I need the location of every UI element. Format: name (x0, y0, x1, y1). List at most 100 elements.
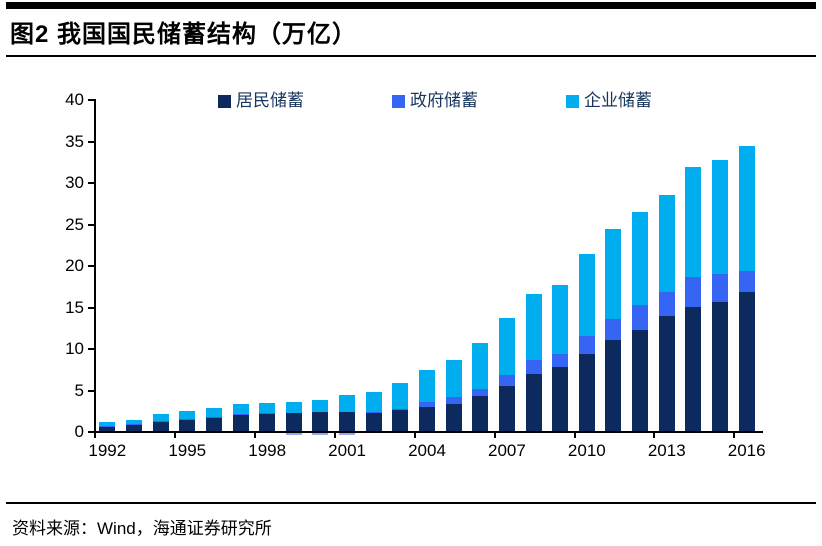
y-tick (88, 99, 94, 101)
bar-segment-resident (605, 339, 622, 431)
legend-label: 企业储蓄 (584, 91, 652, 110)
top-rule (6, 2, 816, 9)
bar-segment-resident (419, 406, 435, 431)
bar-segment-enterprise (632, 211, 649, 305)
bar-segment-government-negative (285, 433, 302, 436)
legend-item-enterprise: 企业储蓄 (566, 92, 652, 110)
bar-segment-enterprise (552, 284, 569, 354)
bar-segment-government (472, 388, 489, 397)
bar-segment-resident (179, 420, 196, 431)
y-tick (88, 265, 94, 267)
x-tick (573, 433, 576, 438)
bar-segment-enterprise (738, 146, 755, 271)
bar-segment-government (605, 318, 622, 340)
y-axis-label: 35 (65, 131, 84, 151)
bar-segment-resident (738, 292, 755, 431)
bar-segment-enterprise (365, 391, 382, 412)
y-axis-label: 10 (65, 339, 84, 358)
figure-title: 图2 我国国民储蓄结构（万亿） (10, 21, 358, 48)
x-tick (333, 433, 336, 438)
bar-segment-enterprise (232, 404, 249, 415)
y-axis-label: 5 (74, 380, 84, 400)
x-axis-line (94, 431, 763, 433)
x-tick (173, 433, 176, 438)
x-axis-label: 1992 (88, 441, 127, 460)
x-tick (253, 433, 256, 438)
bar-segment-government (365, 411, 382, 413)
bar-segment-enterprise (419, 369, 435, 403)
bar-segment-resident (552, 367, 569, 431)
y-axis-label: 30 (65, 173, 84, 192)
government-legend-swatch-icon (392, 94, 405, 108)
bar-segment-enterprise (285, 402, 302, 413)
source-text: 资料来源：Wind，海通证券研究所 (12, 519, 272, 538)
y-axis-label: 20 (65, 256, 84, 275)
bar-segment-enterprise (525, 294, 542, 361)
legend-item-resident: 居民储蓄 (218, 92, 304, 110)
bar-segment-resident (658, 316, 675, 431)
bar-segment-enterprise (712, 160, 729, 275)
x-axis-label: 2013 (647, 441, 686, 460)
bar-segment-enterprise (152, 413, 169, 422)
x-axis-label: 2016 (727, 441, 766, 460)
bar-segment-resident (312, 411, 329, 431)
bar-segment-government (578, 336, 595, 354)
x-axis-label: 2007 (487, 441, 526, 460)
bar-segment-resident (445, 403, 462, 431)
bar-segment-enterprise (392, 382, 409, 409)
y-tick (88, 348, 94, 350)
bar-segment-enterprise (312, 400, 329, 412)
bar-segment-resident (339, 411, 356, 431)
header-divider (6, 55, 816, 57)
bar-segment-resident (498, 386, 515, 431)
x-tick (493, 433, 496, 438)
bar-segment-resident (99, 426, 116, 431)
bar-segment-government (152, 421, 169, 422)
bar-segment-enterprise (685, 167, 702, 277)
bar-segment-government (685, 276, 702, 308)
y-axis-label: 15 (65, 297, 84, 317)
x-tick (653, 433, 656, 438)
bar-segment-government-negative (339, 433, 356, 436)
bar-segment-resident (285, 412, 302, 431)
bar-segment-government (179, 419, 196, 421)
savings-structure-chart: 0 5 10 15 20 25 30 35 40 1992 1995 1998 2001 2004 2007… (0, 70, 822, 490)
bar-segment-enterprise (472, 343, 489, 389)
bar-segment-enterprise (259, 403, 276, 414)
bar-segment-enterprise (125, 419, 142, 424)
bar-segment-enterprise (205, 407, 222, 417)
y-tick (88, 182, 94, 184)
bar-segment-government (232, 414, 249, 416)
bar-segment-government (658, 291, 675, 317)
bar-segment-government (552, 353, 569, 368)
bar-segment-resident (712, 301, 729, 431)
bar-segment-resident (578, 353, 595, 431)
bar-segment-resident (232, 415, 249, 431)
bar-segment-government-negative (312, 433, 329, 436)
bar-segment-resident (205, 417, 222, 431)
bar-segment-government (738, 270, 755, 293)
bar-segment-enterprise (578, 254, 595, 337)
bar-segment-government (392, 409, 409, 411)
y-axis-label: 0 (74, 422, 84, 441)
bar-segment-enterprise (99, 422, 116, 426)
bar-segment-government (525, 360, 542, 374)
x-axis-label: 2001 (328, 441, 366, 460)
bar-segment-government (205, 416, 222, 418)
bar-segment-resident (472, 396, 489, 431)
bar-segment-resident (259, 413, 276, 431)
legend-item-government: 政府储蓄 (392, 92, 478, 110)
x-axis-label: 2004 (408, 441, 446, 460)
x-axis-label: 1998 (248, 441, 287, 460)
bar-segment-resident (365, 412, 382, 431)
bar-segment-resident (685, 307, 702, 431)
bar-segment-enterprise (605, 229, 622, 319)
bar-segment-resident (392, 410, 409, 431)
bar-segment-resident (632, 329, 649, 431)
resident-legend-swatch-icon (218, 94, 231, 108)
x-axis-label: 1995 (168, 441, 207, 460)
y-tick (88, 140, 94, 143)
bar-segment-enterprise (445, 360, 462, 398)
bar-segment-government (632, 304, 649, 330)
x-tick (733, 433, 736, 438)
